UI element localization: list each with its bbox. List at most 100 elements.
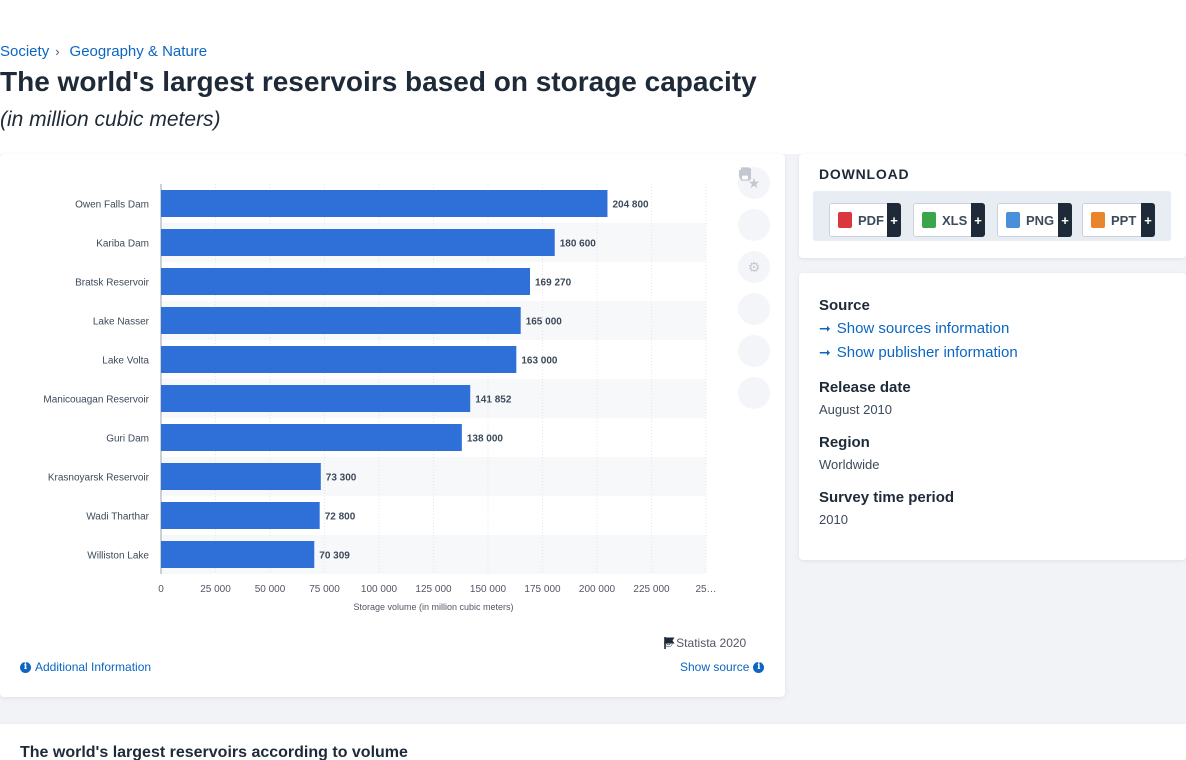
plus-icon: + (887, 203, 901, 237)
download-ppt-button[interactable]: PPT + (1082, 203, 1155, 237)
bar (161, 424, 462, 451)
download-xls-button[interactable]: XLS + (913, 203, 985, 237)
value-label: 163 000 (521, 356, 558, 367)
value-label: 204 800 (612, 200, 649, 211)
show-source-label: Show source (680, 660, 750, 674)
x-axis-title: Storage volume (in million cubic meters) (353, 602, 513, 612)
release-date-heading: Release date (819, 379, 911, 396)
x-tick-label: 125 000 (415, 584, 452, 595)
x-tick-label: 25 000 (200, 584, 231, 595)
page-subtitle: (in million cubic meters) (0, 108, 221, 131)
plus-icon: + (1141, 203, 1155, 237)
bar (161, 463, 321, 490)
x-tick-label: 0 (158, 584, 164, 595)
copyright: © Statista 2020 (664, 636, 746, 650)
page-title: The world's largest reservoirs based on … (0, 66, 757, 97)
download-card: DOWNLOAD PDF + XLS + PNG + PPT + (799, 154, 1186, 258)
chart-tools: ★ ⚙ (738, 167, 770, 409)
bar-chart: 0 25 000 50 000 75 000 100 000 125 000 150 000… (43, 184, 717, 612)
print-icon[interactable] (738, 167, 770, 409)
additional-information-link[interactable]: i Additional Information (20, 660, 151, 674)
category-label: Manicouagan Reservoir (43, 395, 149, 406)
breadcrumb-society[interactable]: Society (0, 43, 50, 60)
download-png-label: PNG (1026, 212, 1055, 228)
category-label: Bratsk Reservoir (75, 278, 150, 289)
breadcrumb-geography-nature[interactable]: Geography & Nature (69, 43, 208, 60)
bar (161, 307, 521, 334)
x-tick-label: 50 000 (255, 584, 286, 595)
x-tick-label: 200 000 (579, 584, 616, 595)
bar (161, 502, 320, 529)
header-area (0, 36, 1186, 154)
category-label: Williston Lake (87, 551, 149, 562)
category-label: Lake Volta (102, 356, 149, 367)
value-label: 138 000 (467, 434, 504, 445)
show-source-link[interactable]: Show source i (680, 660, 765, 674)
download-pdf-label: PDF (858, 212, 884, 228)
value-label: 70 309 (319, 551, 350, 562)
plus-icon: + (1058, 203, 1072, 237)
value-label: 169 270 (535, 278, 572, 289)
show-sources-label: Show sources information (836, 320, 1010, 337)
download-buttons: PDF + XLS + PNG + PPT + (813, 191, 1171, 241)
info-icon: i (20, 661, 31, 673)
chart-card: 0 25 000 50 000 75 000 100 000 125 000 150 000… (0, 154, 785, 697)
source-heading: Source (819, 297, 870, 314)
pdf-file-icon (838, 212, 852, 228)
category-label: Krasnoyarsk Reservoir (48, 473, 150, 484)
bar (161, 190, 608, 217)
breadcrumb: Society › Geography & Nature (0, 43, 207, 60)
download-ppt-label: PPT (1111, 212, 1137, 228)
download-png-button[interactable]: PNG + (997, 203, 1072, 237)
x-tick-label: 75 000 (309, 584, 340, 595)
category-label: Lake Nasser (93, 317, 150, 328)
x-tick-label: 175 000 (524, 584, 561, 595)
release-date-value: August 2010 (819, 402, 893, 417)
show-publisher-link[interactable]: ➞ Show publisher information (819, 344, 1018, 361)
share-icon[interactable] (738, 167, 770, 325)
category-label: Kariba Dam (96, 239, 149, 250)
x-tick-label: 150 000 (470, 584, 507, 595)
category-label: Owen Falls Dam (75, 200, 149, 211)
arrow-right-icon: ➞ (819, 320, 831, 336)
bar (161, 541, 315, 568)
show-publisher-label: Show publisher information (836, 344, 1018, 361)
xls-file-icon (922, 212, 936, 228)
value-label: 73 300 (326, 473, 357, 484)
value-label: 180 600 (560, 239, 597, 250)
bar (161, 268, 531, 295)
quote-icon[interactable] (738, 170, 770, 367)
survey-period-heading: Survey time period (819, 489, 955, 506)
region-heading: Region (819, 434, 870, 451)
x-tick-label: 25… (695, 584, 716, 595)
bell-icon[interactable] (738, 168, 770, 241)
arrow-right-icon: ➞ (819, 344, 831, 360)
plus-icon: + (971, 203, 985, 237)
ppt-file-icon (1091, 212, 1105, 228)
survey-period-value: 2010 (819, 512, 848, 527)
gear-icon[interactable]: ⚙ (738, 251, 770, 283)
x-tick-label: 100 000 (361, 584, 398, 595)
download-pdf-button[interactable]: PDF + (829, 203, 901, 237)
flag-icon[interactable] (664, 636, 676, 649)
png-file-icon (1006, 212, 1020, 228)
breadcrumb-separator: › (55, 44, 60, 59)
region-value: Worldwide (819, 457, 880, 472)
related-statistic-title[interactable]: The world's largest reservoirs according… (20, 744, 408, 760)
show-sources-link[interactable]: ➞ Show sources information (819, 320, 1009, 337)
value-label: 141 852 (475, 395, 512, 406)
x-tick-label: 225 000 (633, 584, 670, 595)
additional-information-label: Additional Information (35, 660, 152, 674)
bar (161, 346, 517, 373)
related-statistic-card: The world's largest reservoirs according… (0, 724, 1186, 760)
value-label: 72 800 (325, 512, 356, 523)
download-title: DOWNLOAD (819, 166, 910, 182)
copyright-text: © Statista 2020 (664, 636, 747, 650)
category-label: Wadi Tharthar (86, 512, 149, 523)
category-label: Guri Dam (106, 434, 149, 445)
bar (161, 385, 471, 412)
statistic-details-card: Source ➞ Show sources information ➞ Show… (799, 273, 1186, 560)
top-navigation-bar (0, 0, 1186, 36)
info-icon: i (753, 661, 765, 673)
bar (161, 229, 555, 256)
